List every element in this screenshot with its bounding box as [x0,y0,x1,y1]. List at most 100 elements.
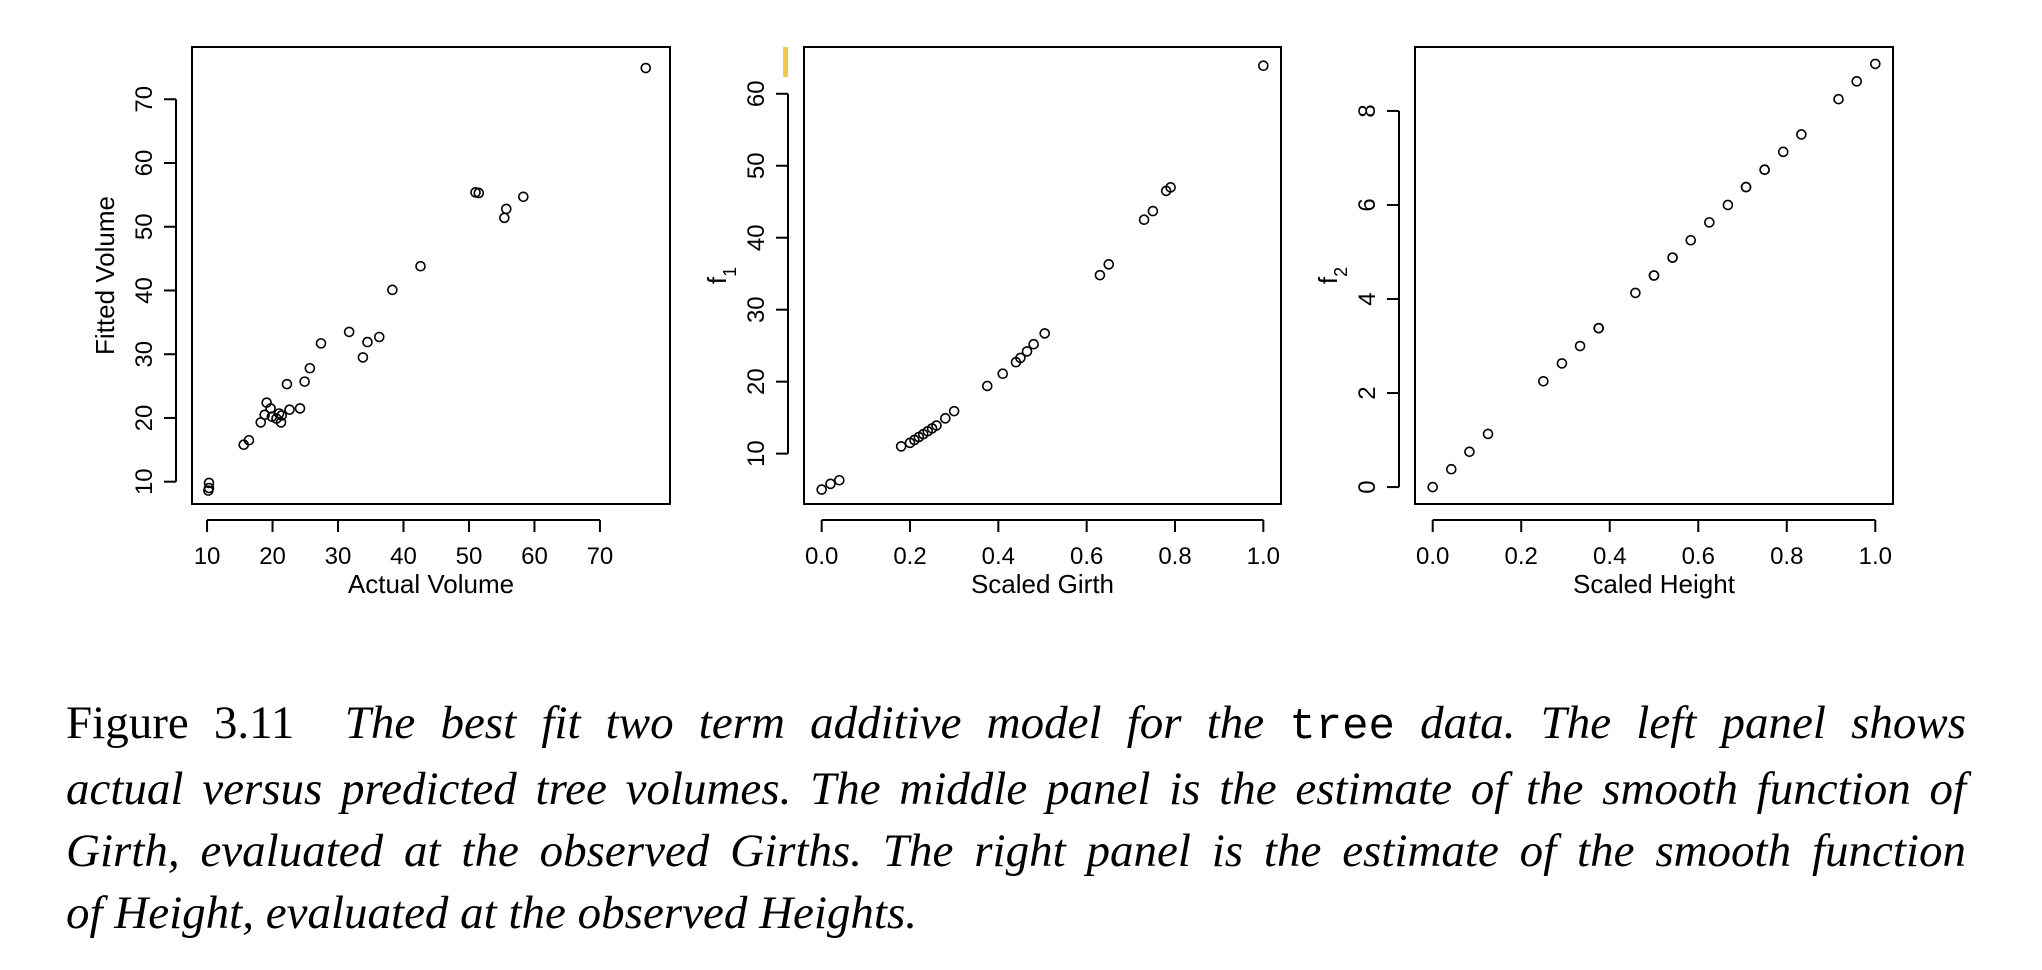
panel-scaled-girth: 0.0 0.2 0.4 0.6 0.8 1.0 10 20 30 40 50 60 Scaled Gir… [702,46,1282,599]
data-point [1574,340,1586,352]
y-tick-label: 20 [743,368,770,395]
x-tick-label: 50 [456,543,483,570]
data-point [1777,146,1789,158]
y-tick-label: 2 [1354,386,1381,399]
data-point [1538,375,1549,387]
x-tick-label: 70 [587,543,614,570]
data-point [387,284,398,296]
data-point [243,434,255,446]
figure-panels: 10 20 30 40 50 60 70 10 20 30 40 50 60 70 Actual Volum… [90,46,1894,599]
data-point [1648,270,1660,281]
y-tick-label: 10 [131,468,158,495]
data-point [816,484,827,495]
data-point [1796,129,1807,140]
caption-label: Figure 3.11 [66,697,295,749]
x-tick-label: 40 [390,543,417,570]
data-point [518,191,529,203]
data-point [940,413,951,424]
data-point [1722,199,1734,211]
x-tick-label: 0.8 [1158,543,1191,570]
y-tick-label: 50 [131,213,158,240]
x-tick-label: 0.8 [1770,543,1803,570]
y-tick-label: 40 [131,277,158,304]
x-tick-label: 0.6 [1682,543,1715,570]
y-tick-label: 6 [1354,198,1381,211]
y-tick-label: 8 [1354,104,1381,117]
data-point [1593,322,1604,334]
data-point [499,212,510,224]
data-point [1704,217,1715,228]
y-tick-label: 4 [1354,292,1381,305]
data-point [1039,328,1051,339]
y-tick-label: 50 [743,152,770,179]
y-axis-title-subscript: 2 [1331,267,1351,277]
y-tick-label: 30 [131,341,158,368]
caption-text-2: data. The left panel shows [1420,697,1967,749]
x-tick-label: 0.0 [805,543,838,570]
data-point [1103,259,1115,270]
y-axis-title-subscript: 1 [720,267,740,277]
data-point [357,352,369,363]
y-axis-title: f1 [702,267,740,284]
y-tick-label: 70 [131,86,158,113]
data-point [1165,182,1176,193]
data-point [825,478,836,490]
data-point [1667,252,1678,263]
data-point [895,441,907,452]
data-point [1094,269,1106,281]
y-tick-label: 20 [131,405,158,432]
data-point [1021,346,1033,357]
data-point [1427,481,1439,493]
data-point [1138,214,1150,226]
x-tick-label: 0.4 [1593,543,1626,570]
x-tick-label: 0.0 [1416,543,1449,570]
x-tick-label: 30 [325,543,352,570]
x-axis-title: Actual Volume [348,569,514,599]
y-tick-label: 10 [743,440,770,467]
data-point [284,404,295,415]
plot-frame [1414,46,1894,505]
data-point [415,260,426,272]
x-tick-label: 10 [194,543,221,570]
data-point [275,417,287,428]
data-point [315,338,327,349]
y-tick-label: 30 [743,296,770,323]
data-point [276,410,288,421]
data-point [1258,60,1269,72]
data-point [473,187,485,199]
figure-caption: Figure 3.11 The best fit two term additi… [66,692,1966,944]
caption-line-1: Figure 3.11 The best fit two term additi… [66,692,1966,758]
data-point [203,485,214,496]
highlight-bar [783,47,788,77]
x-tick-label: 0.4 [982,543,1015,570]
data-point [640,62,652,74]
x-tick-label: 1.0 [1859,543,1892,570]
data-point [1740,181,1752,193]
data-point [1482,428,1494,440]
data-point [1630,287,1641,299]
data-point [362,336,373,348]
data-point [1685,234,1697,246]
x-axis-title: Scaled Girth [971,569,1114,599]
data-point [373,331,385,343]
x-tick-label: 60 [521,543,548,570]
data-point [1556,358,1568,369]
x-axis-title: Scaled Height [1573,569,1736,599]
data-point [294,403,306,414]
plot-frame [803,46,1282,505]
data-point [1147,205,1159,217]
panel-scaled-height: 0.0 0.2 0.4 0.6 0.8 1.0 0 2 4 6 8 Scaled Height f2 [1313,46,1894,599]
caption-line-4: of Height, evaluated at the observed Hei… [66,887,918,939]
data-point [997,368,1009,380]
data-point [1028,338,1039,350]
data-point [1464,446,1475,458]
y-tick-label: 60 [743,80,770,107]
data-point [981,380,993,392]
data-point [1851,76,1863,87]
data-point [1833,93,1844,105]
data-point [304,362,316,374]
caption-code: tree [1289,702,1395,752]
y-axis-title: Fitted Volume [90,196,120,355]
x-tick-label: 0.2 [893,543,926,570]
data-point [203,477,215,489]
